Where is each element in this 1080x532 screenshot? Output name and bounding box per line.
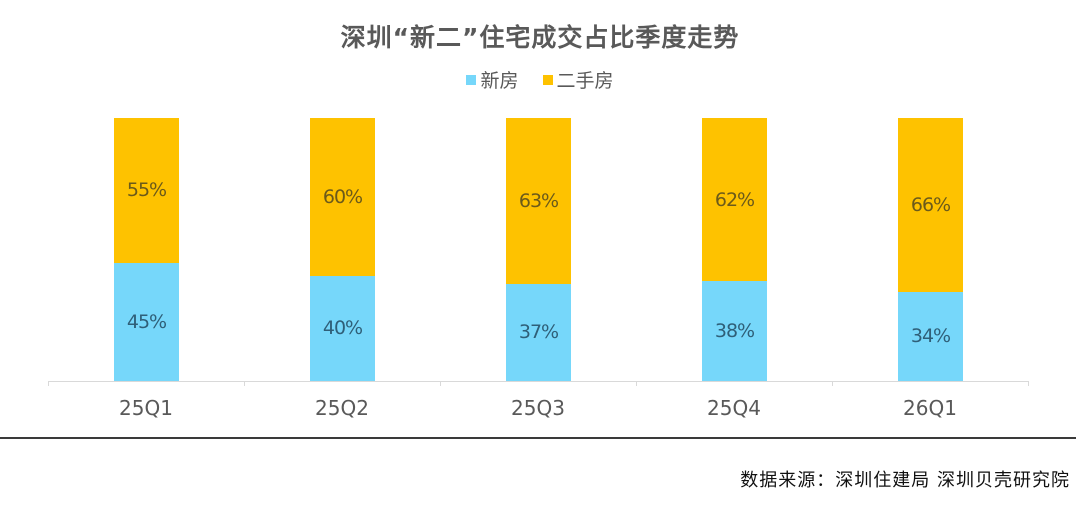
plot-area: 55% 45% 25Q1 60% 40% 25Q2 63% 37% 25Q3 62% 38% 25Q4… — [48, 118, 1029, 420]
legend-label-new: 新房 — [480, 70, 519, 92]
x-axis-label: 26Q1 — [903, 396, 957, 420]
x-axis-label: 25Q1 — [119, 396, 173, 420]
stacked-bar-25Q2: 60% 40% — [310, 118, 375, 381]
x-axis-label: 25Q4 — [707, 396, 761, 420]
x-axis-tick — [832, 381, 833, 386]
bar-segment-second-hand: 55% — [114, 118, 179, 263]
x-axis-label: 25Q2 — [315, 396, 369, 420]
legend-swatch-second — [542, 74, 553, 85]
bar-segment-second-hand: 66% — [898, 118, 963, 292]
bar-segment-new-home: 34% — [898, 291, 963, 381]
x-axis-label: 25Q3 — [511, 396, 565, 420]
stacked-bar-25Q4: 62% 38% — [702, 118, 767, 381]
x-axis-line — [48, 381, 1028, 382]
bar-segment-new-home: 45% — [114, 262, 179, 381]
x-axis-tick — [244, 381, 245, 386]
bar-segment-second-hand: 60% — [310, 118, 375, 276]
bar-segment-second-hand: 63% — [506, 118, 571, 284]
data-source-note: 数据来源：深圳住建局 深圳贝壳研究院 — [740, 470, 1070, 491]
bar-segment-new-home: 40% — [310, 275, 375, 381]
bar-segment-second-hand: 62% — [702, 118, 767, 282]
bar-segment-new-home: 37% — [506, 283, 571, 381]
chart-legend: 新房 二手房 — [0, 66, 1080, 93]
divider-line — [0, 437, 1076, 439]
chart-title: 深圳“新二”住宅成交占比季度走势 — [340, 23, 740, 52]
stacked-bar-26Q1: 66% 34% — [898, 118, 963, 381]
legend-item-second: 二手房 — [542, 66, 614, 93]
legend-label-second: 二手房 — [556, 70, 614, 92]
x-axis-tick — [636, 381, 637, 386]
stacked-bar-25Q3: 63% 37% — [506, 118, 571, 381]
legend-item-new: 新房 — [466, 66, 519, 93]
x-axis-tick — [1028, 381, 1029, 386]
stacked-bar-25Q1: 55% 45% — [114, 118, 179, 381]
bar-segment-new-home: 38% — [702, 281, 767, 381]
x-axis-tick — [440, 381, 441, 386]
legend-swatch-new — [466, 74, 477, 85]
x-axis-tick — [48, 381, 49, 386]
